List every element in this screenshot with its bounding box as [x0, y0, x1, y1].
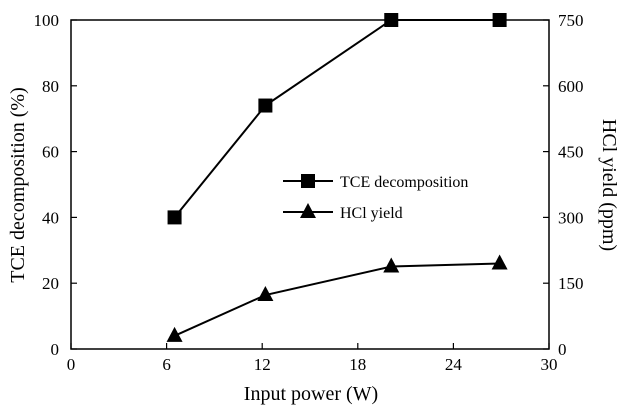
right-y-tick-label: 600	[558, 77, 584, 96]
right-y-tick-label: 750	[558, 11, 584, 30]
right-y-tick-label: 450	[558, 143, 584, 162]
x-axis-ticks: 0 6 12 18 24 30	[67, 343, 558, 374]
legend-entry-tce: TCE decomposition	[283, 174, 468, 191]
legend-entry-hcl: HCl yield	[283, 203, 403, 222]
legend-label-hcl: HCl yield	[340, 205, 403, 222]
right-y-axis-ticks: 0 150 300 450 600 750	[543, 11, 584, 359]
x-axis-title: Input power (W)	[244, 383, 378, 405]
series-tce-decomposition	[167, 13, 507, 225]
x-tick-label: 6	[162, 355, 171, 374]
left-y-tick-label: 40	[42, 208, 59, 227]
legend-triangle-marker	[300, 203, 316, 218]
x-tick-label: 0	[67, 355, 76, 374]
left-y-tick-label: 80	[42, 77, 59, 96]
data-point-square	[492, 13, 507, 27]
right-y-tick-label: 150	[558, 274, 584, 293]
x-tick-label: 12	[254, 355, 271, 374]
x-tick-label: 24	[445, 355, 463, 374]
data-point-square	[258, 98, 273, 113]
data-point-square	[167, 210, 182, 225]
left-y-tick-label: 60	[42, 143, 59, 162]
data-point-square	[384, 13, 399, 27]
data-point-triangle	[491, 254, 508, 270]
x-tick-label: 18	[349, 355, 366, 374]
left-y-tick-label: 100	[34, 11, 60, 30]
series-hcl-yield	[166, 254, 508, 342]
left-y-axis-ticks: 0 20 40 60 80 100	[34, 11, 77, 359]
data-point-triangle	[166, 326, 183, 342]
series-line	[173, 19, 500, 219]
legend-label-tce: TCE decomposition	[340, 174, 468, 191]
series-line	[174, 262, 500, 337]
plot-frame	[70, 19, 550, 350]
left-y-tick-label: 0	[51, 340, 60, 359]
data-point-triangle	[383, 257, 400, 273]
legend-square-marker	[301, 174, 315, 188]
legend: TCE decomposition HCl yield	[283, 174, 468, 222]
right-y-tick-label: 300	[558, 208, 584, 227]
data-point-triangle	[257, 286, 274, 302]
right-y-tick-label: 0	[558, 340, 567, 359]
right-y-axis-title: HCl yield (ppm)	[598, 119, 617, 251]
chart-axes	[70, 19, 550, 350]
left-y-axis-title: TCE decomposition (%)	[7, 87, 29, 283]
series-layer	[166, 13, 508, 342]
x-tick-label: 30	[541, 355, 558, 374]
left-y-tick-label: 20	[42, 274, 59, 293]
